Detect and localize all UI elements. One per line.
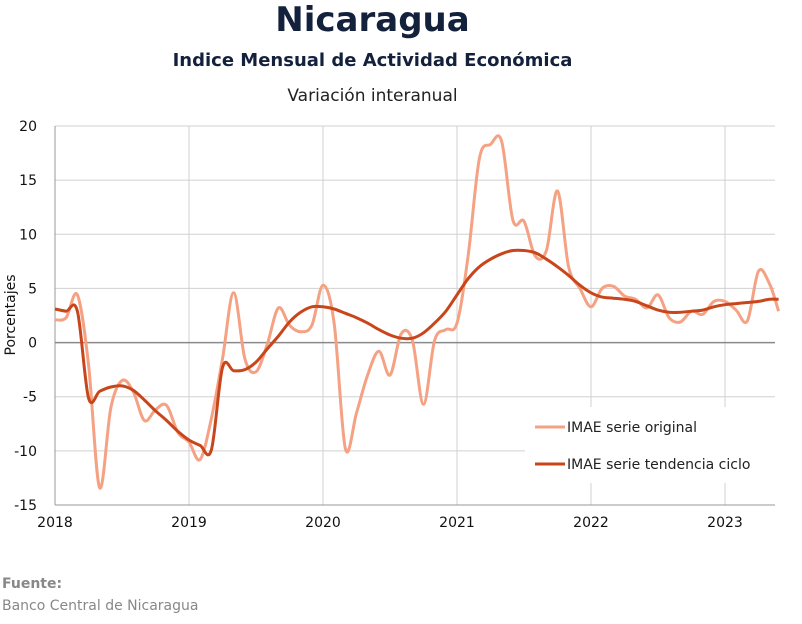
y-axis-label: Porcentajes (3, 274, 19, 355)
source-text: Banco Central de Nicaragua (2, 598, 199, 614)
legend: IMAE serie original IMAE serie tendencia… (525, 407, 775, 483)
x-tick-label: 2019 (171, 515, 207, 531)
series-line-original (54, 134, 781, 490)
x-tick-label: 2022 (573, 515, 609, 531)
y-tick-label: -10 (14, 444, 37, 460)
y-tick-label: 10 (19, 227, 37, 243)
y-tick-label: 20 (19, 119, 37, 135)
legend-label-trend: IMAE serie tendencia ciclo (567, 457, 750, 473)
y-tick-label: -5 (23, 390, 37, 406)
series-line-trend (54, 248, 779, 457)
data-series (54, 134, 781, 490)
x-tick-label: 2021 (439, 515, 475, 531)
legend-background (525, 407, 775, 483)
chart-title: Nicaragua (275, 0, 470, 40)
y-tick-label: -15 (14, 498, 37, 514)
x-tick-label: 2018 (37, 515, 73, 531)
x-tick-label: 2020 (305, 515, 341, 531)
source-heading: Fuente: (2, 576, 63, 592)
axes (54, 126, 775, 506)
chart-subtitle: Indice Mensual de Actividad Económica (172, 50, 573, 71)
y-tick-label: 15 (19, 173, 37, 189)
y-tick-label: 0 (28, 336, 37, 352)
x-tick-label: 2023 (707, 515, 743, 531)
legend-label-original: IMAE serie original (567, 420, 697, 436)
chart-subsubtitle: Variación interanual (287, 86, 458, 106)
y-tick-label: 5 (28, 281, 37, 297)
